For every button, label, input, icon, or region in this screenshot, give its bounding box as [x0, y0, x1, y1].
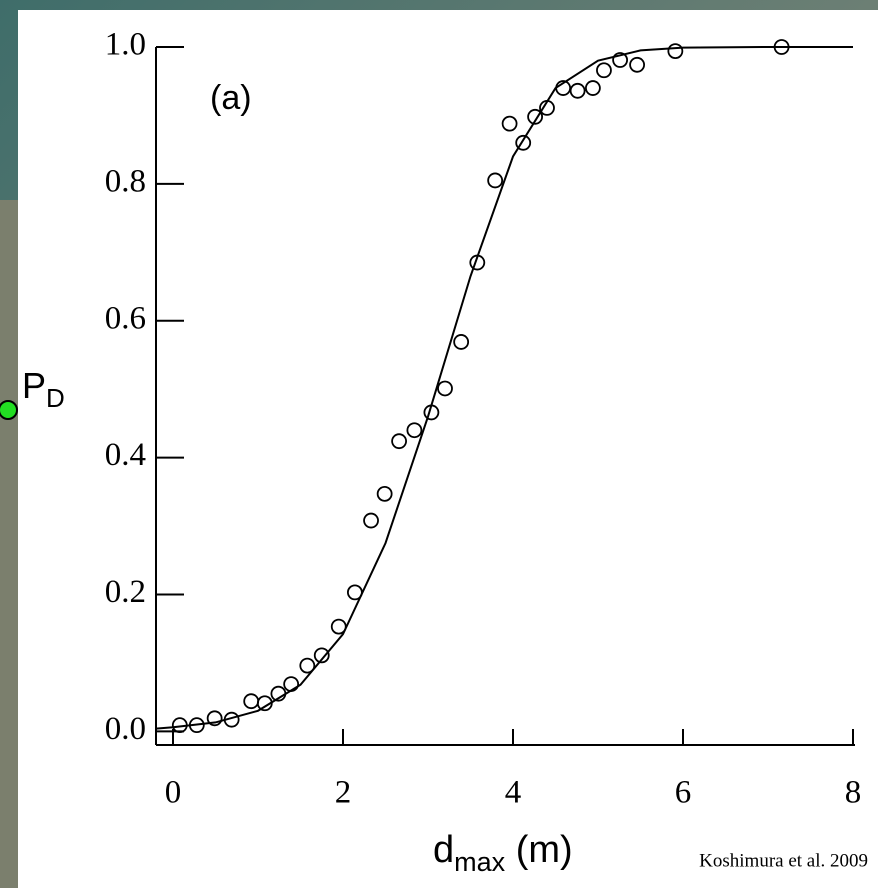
x-tick-label: 0 [165, 775, 182, 811]
data-point [629, 56, 645, 73]
x-label-main: d [433, 829, 454, 871]
data-point [487, 172, 504, 189]
data-point [391, 433, 408, 450]
x-tick-label: 4 [505, 775, 522, 811]
fit-curve [155, 46, 853, 730]
x-tick-label: 2 [335, 775, 352, 811]
panel-label: (a) [210, 79, 252, 117]
x-axis-label: dmax (m) [433, 829, 573, 877]
x-tick-label: 6 [675, 775, 692, 811]
y-axis-label: PD [22, 365, 65, 413]
plot-panel [18, 10, 878, 888]
data-point [453, 334, 470, 350]
data-point [569, 82, 586, 99]
y-tick-label: 1.0 [105, 27, 146, 63]
x-label-unit: (m) [505, 829, 573, 871]
source-note: Koshimura et al. 2009 [699, 850, 868, 871]
data-point [376, 485, 393, 502]
data-point [206, 710, 223, 727]
y-tick-label: 0.0 [105, 711, 146, 747]
y-label-sub: D [46, 383, 65, 413]
x-tick-label: 8 [845, 775, 862, 811]
data-point [363, 512, 379, 529]
data-point [585, 80, 601, 96]
data-point [313, 647, 330, 664]
data-point [501, 115, 518, 132]
data-point [515, 134, 532, 151]
y-tick-label: 0.4 [105, 437, 146, 473]
data-point [299, 657, 316, 674]
data-point [612, 52, 628, 68]
data-point [437, 380, 453, 397]
y-tick-label: 0.6 [105, 300, 146, 336]
data-point [527, 108, 543, 125]
y-tick-label: 0.8 [105, 163, 146, 199]
map-marker [0, 400, 18, 420]
data-point [406, 422, 423, 439]
y-tick-label: 0.2 [105, 574, 146, 610]
y-label-main: P [22, 365, 46, 406]
x-label-sub: max [454, 847, 506, 877]
data-point [667, 43, 684, 60]
data-point [596, 62, 612, 79]
map-strip [0, 200, 18, 888]
